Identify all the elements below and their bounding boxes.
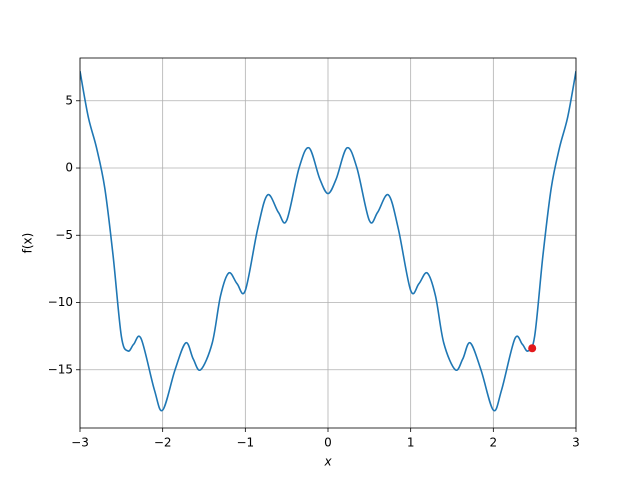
- x-tick-label: 0: [324, 436, 332, 450]
- x-axis-label: x: [323, 455, 332, 469]
- line: [80, 71, 576, 412]
- x-tick-label: −2: [154, 436, 172, 450]
- x-tick-label: −3: [71, 436, 89, 450]
- y-tick-label: −15: [48, 362, 73, 376]
- axes-frame: [79, 57, 577, 429]
- y-tick-label: −10: [48, 295, 73, 309]
- point: [528, 344, 537, 353]
- y-tick-label: 5: [65, 93, 73, 107]
- y-axis-label: f(x): [21, 233, 35, 254]
- y-tick-label: 0: [65, 161, 73, 175]
- x-tick-label: 1: [407, 436, 415, 450]
- y-tick-label: −5: [55, 228, 73, 242]
- x-tick-label: 2: [490, 436, 498, 450]
- x-tick-label: 3: [572, 436, 580, 450]
- x-tick-label: −1: [236, 436, 254, 450]
